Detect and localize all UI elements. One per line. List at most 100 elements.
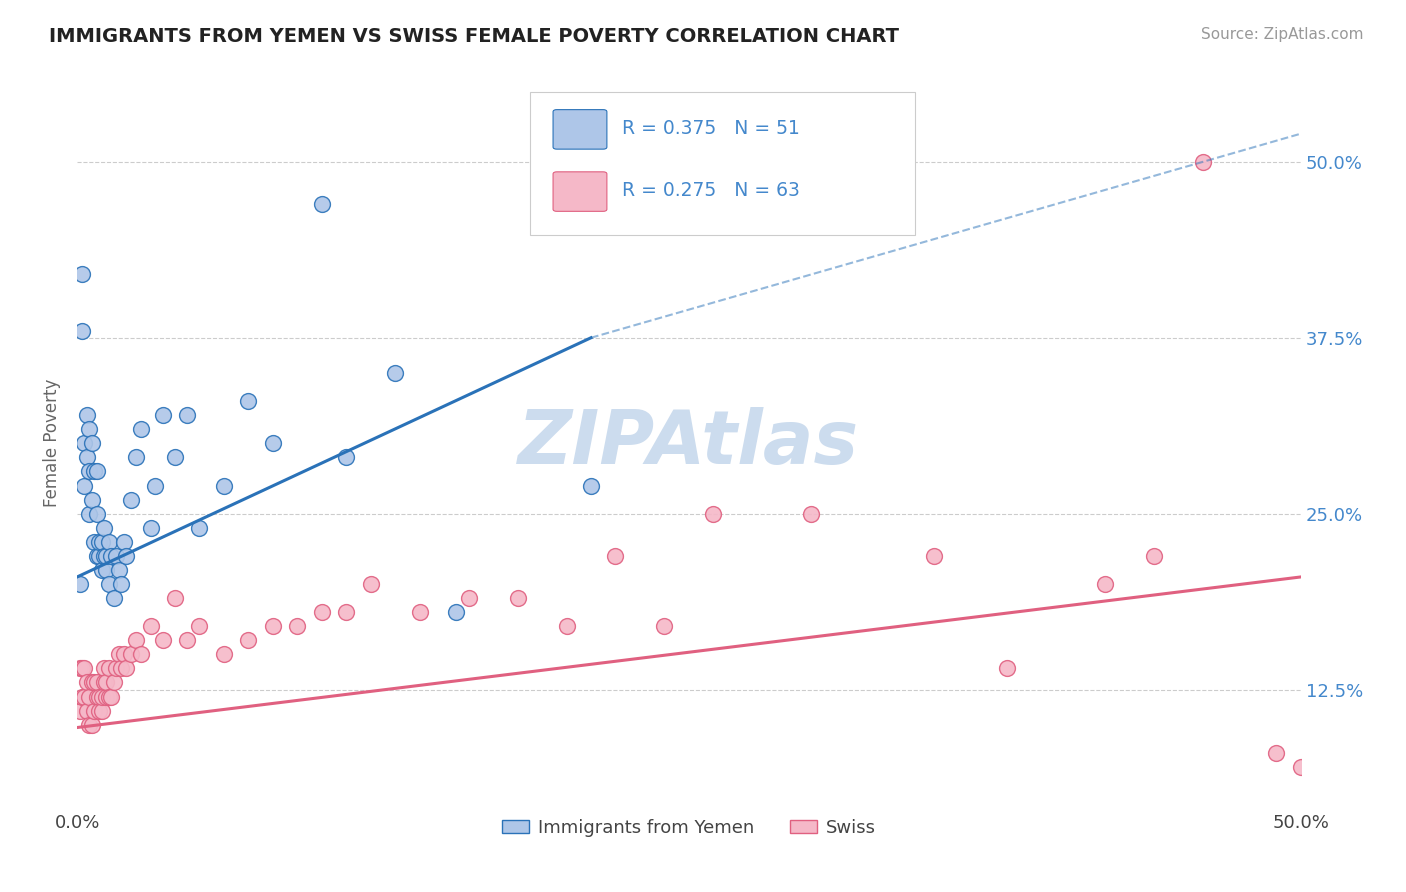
Point xyxy=(125,633,148,648)
Legend: Immigrants from Yemen, Swiss: Immigrants from Yemen, Swiss xyxy=(495,812,883,844)
Point xyxy=(93,661,115,675)
Point xyxy=(120,492,142,507)
Point xyxy=(83,465,105,479)
Point xyxy=(360,577,382,591)
Point xyxy=(212,478,235,492)
Point xyxy=(97,661,120,675)
Point xyxy=(70,268,93,282)
Point xyxy=(107,563,129,577)
Point xyxy=(163,591,186,605)
Point xyxy=(93,521,115,535)
Point xyxy=(86,507,108,521)
Point xyxy=(70,324,93,338)
Point xyxy=(311,605,333,619)
Point xyxy=(188,619,211,633)
Point xyxy=(446,605,468,619)
Point xyxy=(579,478,602,492)
Point xyxy=(96,675,118,690)
Point xyxy=(1191,154,1213,169)
Point xyxy=(69,661,91,675)
Point xyxy=(97,577,120,591)
Point xyxy=(76,675,98,690)
Text: Source: ZipAtlas.com: Source: ZipAtlas.com xyxy=(1201,27,1364,42)
Point xyxy=(555,619,578,633)
Point xyxy=(800,507,823,521)
Point xyxy=(103,591,125,605)
Point xyxy=(238,633,260,648)
Text: ZIPAtlas: ZIPAtlas xyxy=(519,407,859,480)
Point xyxy=(83,675,105,690)
Point xyxy=(87,690,110,704)
Point xyxy=(87,549,110,563)
Point xyxy=(90,534,112,549)
Text: IMMIGRANTS FROM YEMEN VS SWISS FEMALE POVERTY CORRELATION CHART: IMMIGRANTS FROM YEMEN VS SWISS FEMALE PO… xyxy=(49,27,900,45)
Point xyxy=(112,648,135,662)
Point xyxy=(86,549,108,563)
Point xyxy=(90,704,112,718)
Point xyxy=(115,661,138,675)
Point xyxy=(100,549,122,563)
Point xyxy=(70,661,93,675)
Point xyxy=(212,648,235,662)
Point xyxy=(97,534,120,549)
Point xyxy=(1265,746,1288,760)
Point xyxy=(73,690,96,704)
Point xyxy=(100,690,122,704)
Point xyxy=(86,690,108,704)
Point xyxy=(96,690,118,704)
FancyBboxPatch shape xyxy=(553,172,607,211)
Point xyxy=(335,450,357,465)
Point xyxy=(97,690,120,704)
Point xyxy=(86,465,108,479)
Point xyxy=(145,478,167,492)
Point xyxy=(73,661,96,675)
Point xyxy=(605,549,627,563)
Point xyxy=(93,675,115,690)
Point xyxy=(176,408,198,422)
Point xyxy=(285,619,308,633)
Point xyxy=(73,436,96,450)
Point xyxy=(457,591,479,605)
Point xyxy=(408,605,430,619)
Point xyxy=(188,521,211,535)
Point xyxy=(110,577,132,591)
Point xyxy=(87,534,110,549)
Point xyxy=(1094,577,1116,591)
Point xyxy=(96,563,118,577)
Point xyxy=(76,704,98,718)
Point xyxy=(73,478,96,492)
Point xyxy=(152,633,174,648)
Point xyxy=(120,648,142,662)
Point xyxy=(335,605,357,619)
Point xyxy=(105,661,128,675)
Text: R = 0.275   N = 63: R = 0.275 N = 63 xyxy=(621,181,800,201)
Point xyxy=(76,450,98,465)
FancyBboxPatch shape xyxy=(530,92,915,235)
Point xyxy=(69,704,91,718)
Point xyxy=(79,422,101,436)
Point xyxy=(107,648,129,662)
Point xyxy=(139,521,162,535)
Point xyxy=(80,492,103,507)
Point xyxy=(93,549,115,563)
Point xyxy=(506,591,529,605)
Y-axis label: Female Poverty: Female Poverty xyxy=(44,379,60,508)
Point xyxy=(79,465,101,479)
Point xyxy=(129,648,152,662)
Point xyxy=(96,549,118,563)
Point xyxy=(90,690,112,704)
Point xyxy=(76,408,98,422)
Point xyxy=(80,717,103,731)
Point xyxy=(87,704,110,718)
Point xyxy=(79,717,101,731)
Point xyxy=(125,450,148,465)
Point xyxy=(702,507,724,521)
Point xyxy=(105,549,128,563)
Point xyxy=(129,422,152,436)
FancyBboxPatch shape xyxy=(553,110,607,149)
Point xyxy=(83,534,105,549)
Point xyxy=(115,549,138,563)
Point xyxy=(262,436,284,450)
Point xyxy=(112,534,135,549)
Point xyxy=(1289,760,1312,774)
